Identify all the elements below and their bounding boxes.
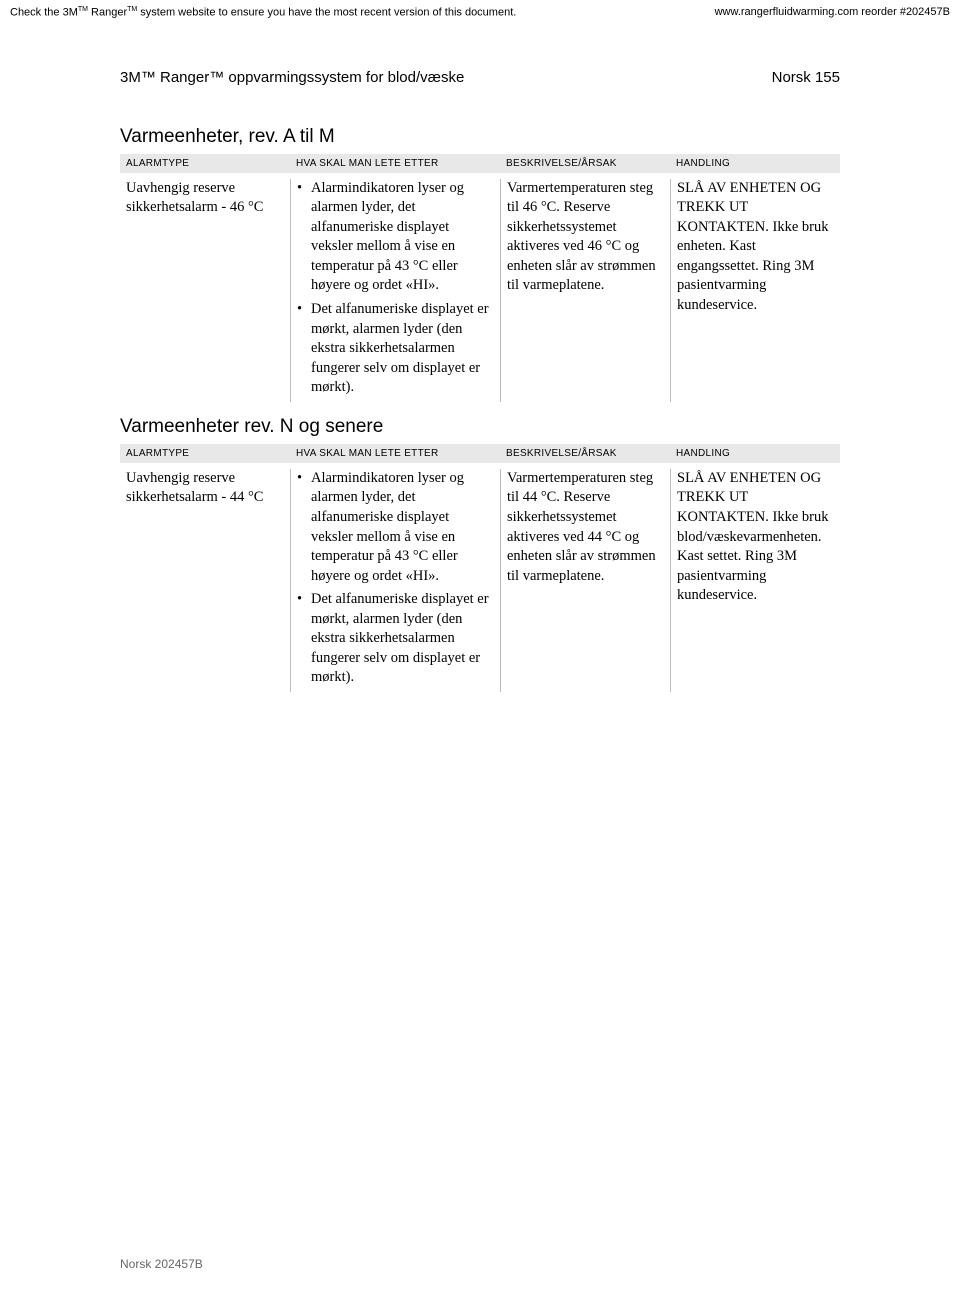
document-header: 3M™ Ranger™ oppvarmingssystem for blod/v…: [120, 69, 840, 86]
table-header-row: ALARMTYPE HVA SKAL MAN LETE ETTER BESKRI…: [120, 444, 840, 463]
table-header: BESKRIVELSE/ÅRSAK: [500, 158, 670, 169]
document-title: 3M™ Ranger™ oppvarmingssystem for blod/v…: [120, 69, 464, 86]
section-title: Varmeenheter, rev. A til M: [120, 126, 840, 148]
table-header: ALARMTYPE: [120, 448, 290, 459]
list-item: Det alfanumeriske displayet er mørkt, al…: [311, 300, 490, 398]
table-header: HANDLING: [670, 158, 840, 169]
topbar-text-pre: Check the 3M: [10, 7, 78, 19]
page-content: 3M™ Ranger™ oppvarmingssystem for blod/v…: [0, 19, 960, 692]
title-mid: Ranger: [156, 69, 209, 86]
action-cell: SLÅ AV ENHETEN OG TREKK UT KONTAKTEN. Ik…: [670, 469, 840, 692]
table-header: BESKRIVELSE/ÅRSAK: [500, 448, 670, 459]
topbar-text-mid: Ranger: [88, 7, 127, 19]
top-bar-right: www.rangerfluidwarming.com reorder #2024…: [715, 6, 950, 19]
cause-cell: Varmertemperaturen steg til 46 °C. Reser…: [500, 179, 670, 402]
table-row: Uavhengig reserve sikkerhetsalarm - 46 °…: [120, 173, 840, 402]
table-header: ALARMTYPE: [120, 158, 290, 169]
tm-mark: ™: [141, 69, 156, 86]
tm-mark: TM: [78, 6, 88, 13]
title-pre: 3M: [120, 69, 141, 86]
top-bar: Check the 3MTM RangerTM system website t…: [0, 0, 960, 19]
page-footer: Norsk 202457B: [120, 1257, 203, 1271]
table-header: HVA SKAL MAN LETE ETTER: [290, 158, 500, 169]
title-post: oppvarmingssystem for blod/væske: [224, 69, 464, 86]
tm-mark: TM: [127, 6, 137, 13]
table-header-row: ALARMTYPE HVA SKAL MAN LETE ETTER BESKRI…: [120, 154, 840, 173]
list-item: Alarmindikatoren lyser og alarmen lyder,…: [311, 469, 490, 586]
topbar-text-post: system website to ensure you have the mo…: [137, 7, 516, 19]
list-item: Det alfanumeriske displayet er mørkt, al…: [311, 590, 490, 688]
cause-cell: Varmertemperaturen steg til 44 °C. Reser…: [500, 469, 670, 692]
list-item: Alarmindikatoren lyser og alarmen lyder,…: [311, 179, 490, 296]
look-for-cell: Alarmindikatoren lyser og alarmen lyder,…: [290, 469, 500, 692]
action-cell: SLÅ AV ENHETEN OG TREKK UT KONTAKTEN. Ik…: [670, 179, 840, 402]
top-bar-left: Check the 3MTM RangerTM system website t…: [10, 6, 516, 19]
alarm-type-cell: Uavhengig reserve sikkerhetsalarm - 44 °…: [120, 469, 290, 692]
table-row: Uavhengig reserve sikkerhetsalarm - 44 °…: [120, 463, 840, 692]
alarm-type-cell: Uavhengig reserve sikkerhetsalarm - 46 °…: [120, 179, 290, 402]
tm-mark: ™: [209, 69, 224, 86]
look-for-cell: Alarmindikatoren lyser og alarmen lyder,…: [290, 179, 500, 402]
table-header: HVA SKAL MAN LETE ETTER: [290, 448, 500, 459]
section-title: Varmeenheter rev. N og senere: [120, 416, 840, 438]
page-number: Norsk 155: [772, 69, 840, 86]
table-header: HANDLING: [670, 448, 840, 459]
